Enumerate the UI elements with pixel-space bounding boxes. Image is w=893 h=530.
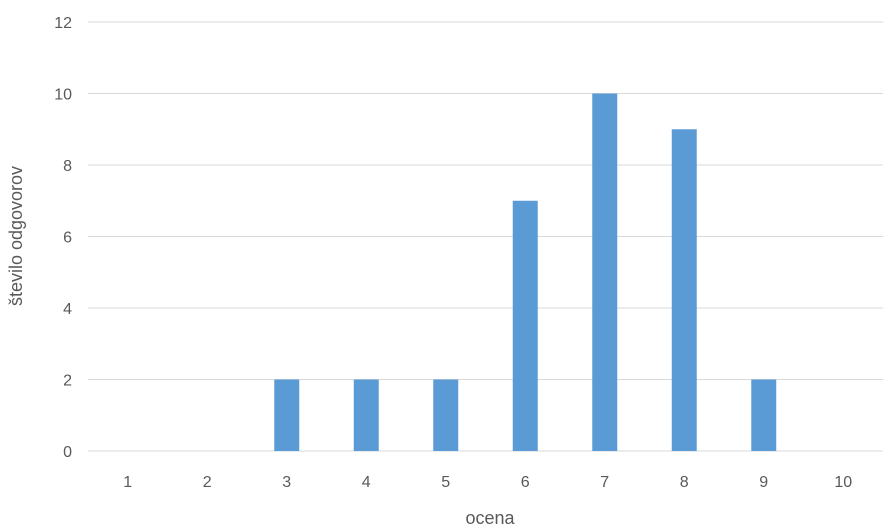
y-tick-label: 6 — [63, 230, 72, 247]
y-tick-label: 0 — [63, 444, 72, 461]
x-axis-ticks: 1 2 3 4 5 6 7 8 9 10 — [123, 474, 852, 491]
x-tick-label: 8 — [680, 474, 689, 491]
x-tick-label: 1 — [123, 474, 132, 491]
y-tick-label: 4 — [63, 301, 72, 318]
bar — [592, 93, 618, 451]
x-tick-label: 3 — [282, 474, 291, 491]
y-axis-ticks: 0 2 4 6 8 10 12 — [54, 15, 72, 461]
y-tick-label: 12 — [54, 15, 72, 32]
bar — [274, 379, 300, 451]
x-tick-label: 2 — [203, 474, 212, 491]
x-axis-title: ocena — [465, 508, 515, 528]
bars — [274, 93, 777, 451]
x-tick-label: 4 — [362, 474, 371, 491]
bar — [751, 379, 777, 451]
y-axis-title: število odgovorov — [6, 166, 26, 306]
bar — [353, 379, 379, 451]
x-tick-label: 9 — [759, 474, 768, 491]
x-tick-label: 7 — [600, 474, 609, 491]
y-tick-label: 8 — [63, 158, 72, 175]
gridlines — [88, 21, 883, 452]
x-tick-label: 10 — [834, 474, 852, 491]
x-tick-label: 5 — [441, 474, 450, 491]
y-tick-label: 2 — [63, 373, 72, 390]
y-tick-label: 10 — [54, 87, 72, 104]
x-tick-label: 6 — [521, 474, 530, 491]
bar — [433, 379, 459, 451]
bar — [512, 200, 538, 451]
bar — [671, 129, 697, 451]
